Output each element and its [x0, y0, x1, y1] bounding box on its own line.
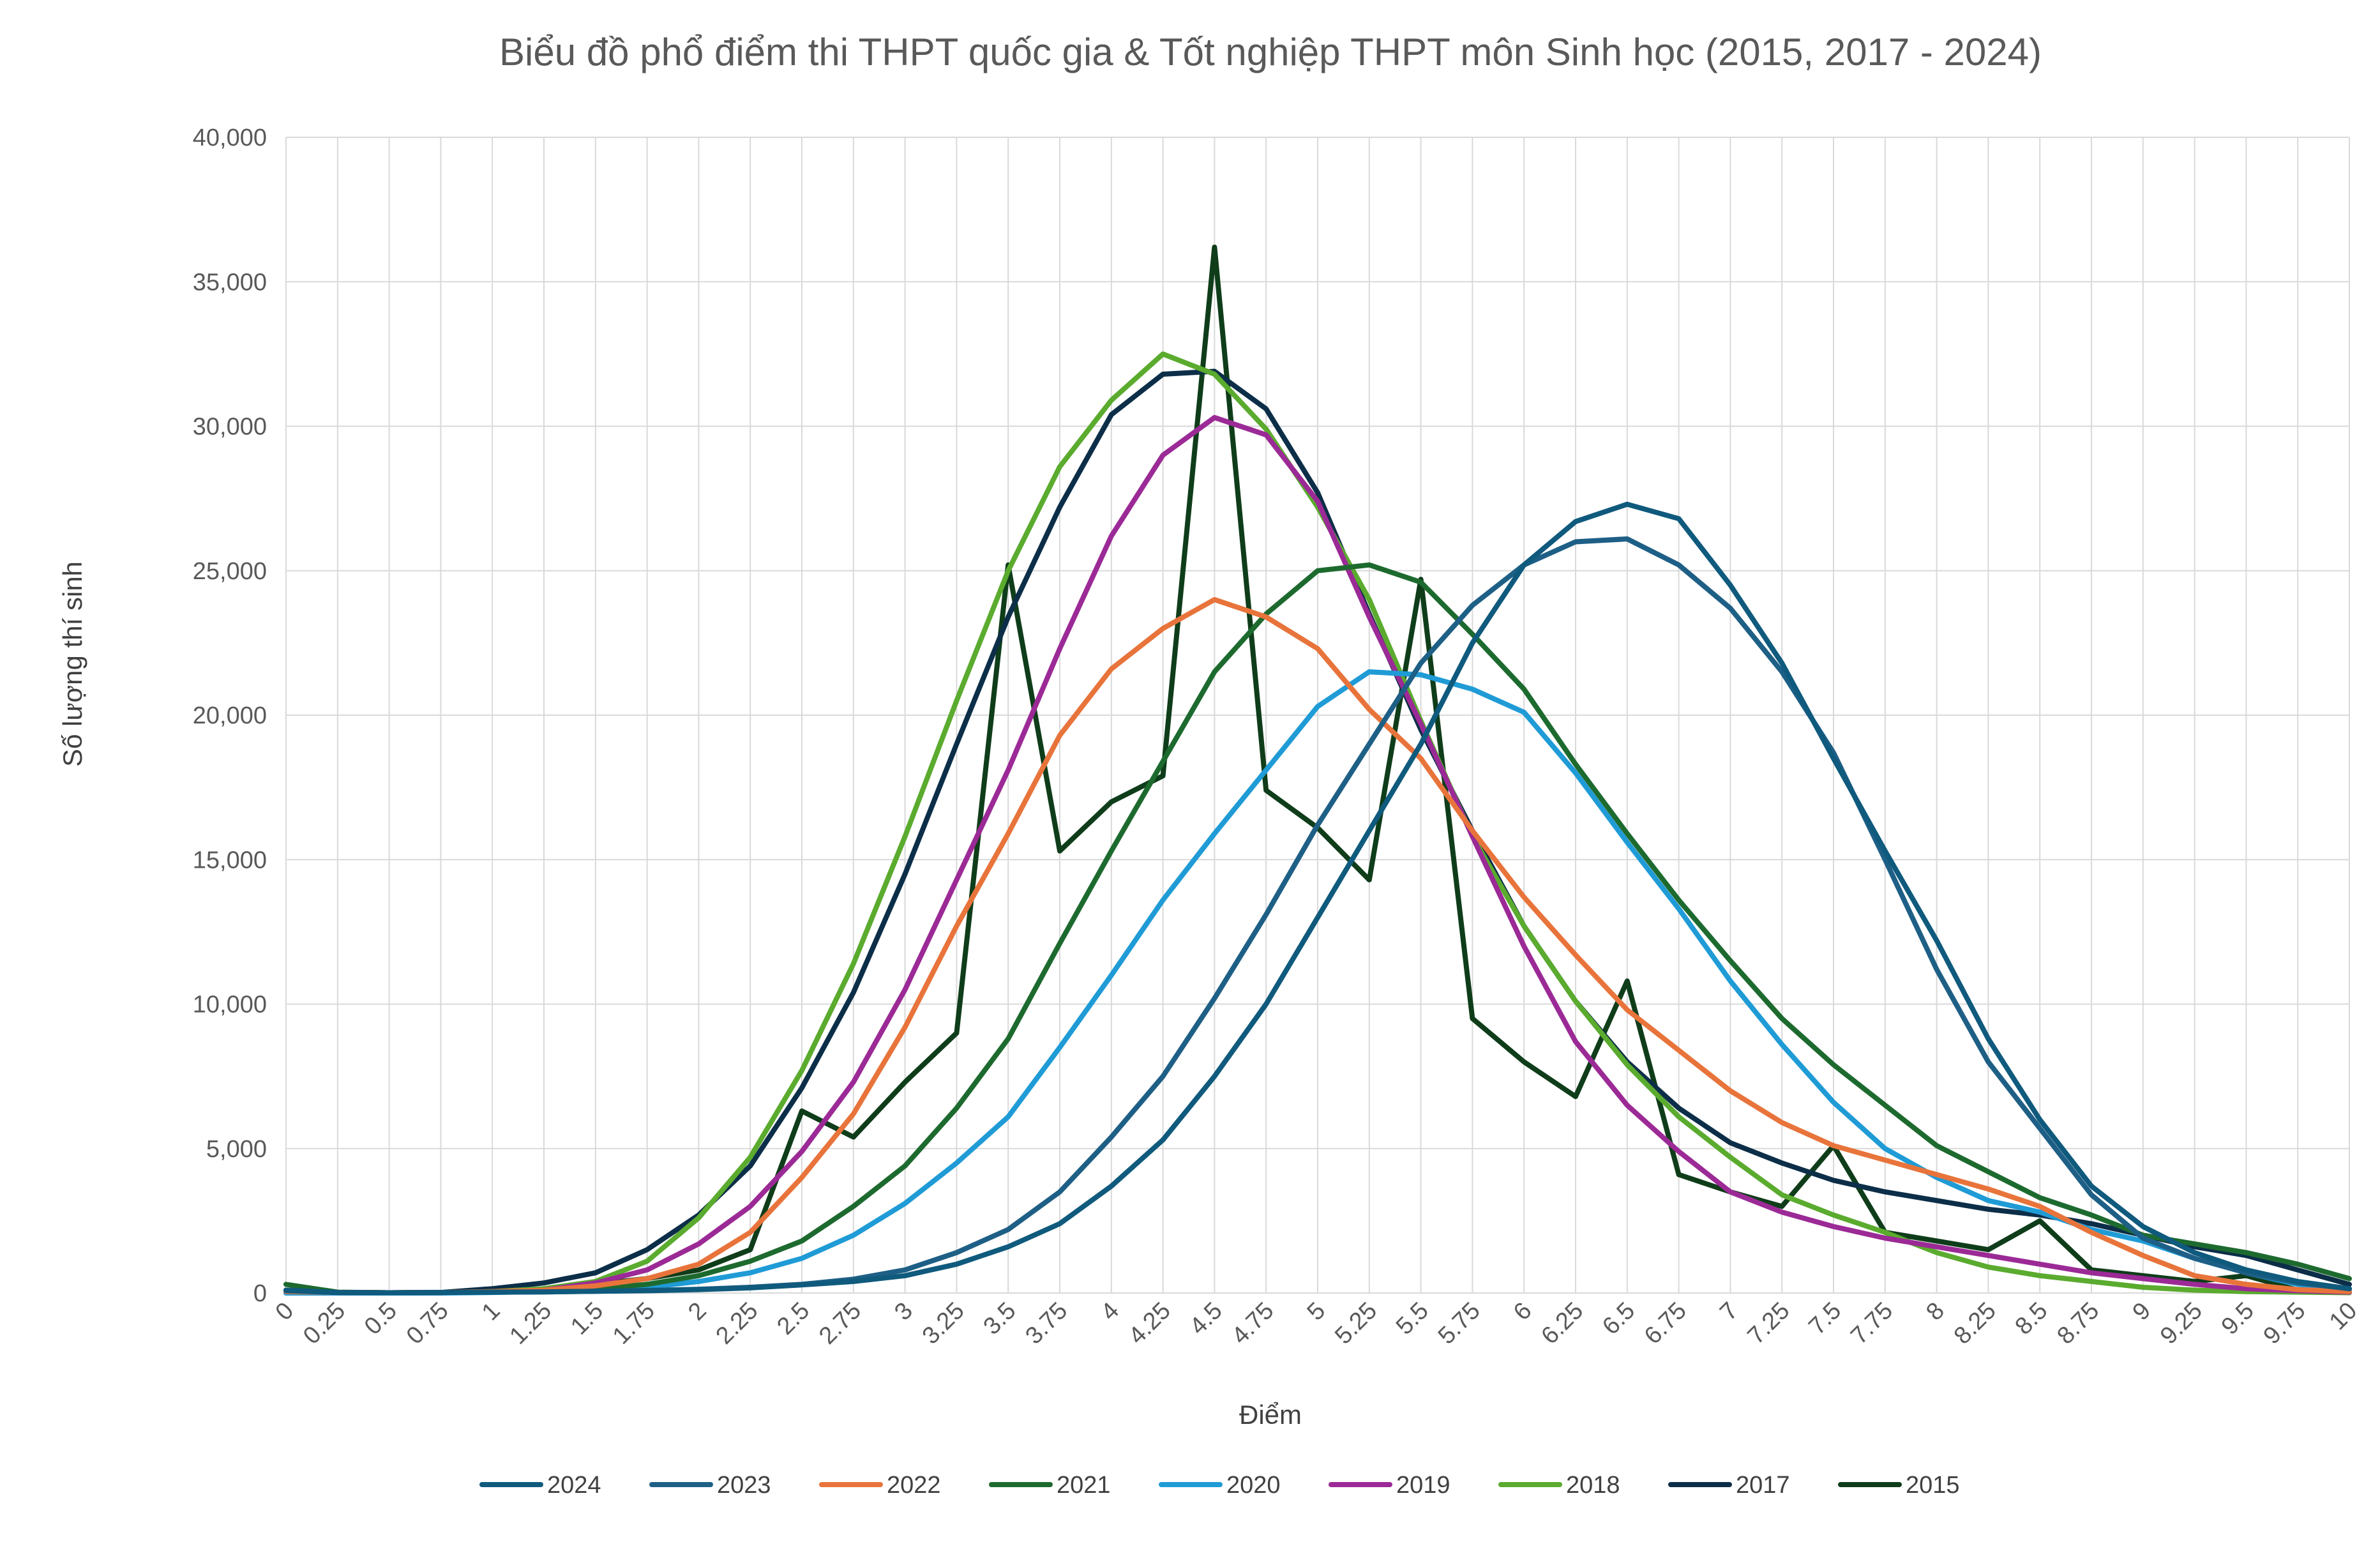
series-line-2021 [283, 562, 2352, 1296]
x-tick-label: 6.75 [1639, 1298, 1692, 1350]
x-tick-label: 7.25 [1743, 1298, 1795, 1350]
x-tick-label: 2.75 [814, 1298, 866, 1350]
y-tick-label: 35,000 [193, 269, 267, 296]
legend-label-2018: 2018 [1566, 1472, 1620, 1499]
x-tick-label: 0.75 [402, 1298, 454, 1350]
y-tick-label: 40,000 [193, 125, 267, 151]
y-tick-label: 0 [253, 1280, 267, 1307]
x-axis-label: Điểm [1239, 1400, 1302, 1430]
x-tick-label: 5 [1302, 1298, 1331, 1326]
y-tick-label: 20,000 [193, 702, 267, 729]
legend-label-2022: 2022 [887, 1472, 941, 1499]
x-tick-label: 9.25 [2155, 1298, 2208, 1350]
x-tick-label: 9 [2128, 1298, 2157, 1326]
series-line-2019 [283, 414, 2352, 1296]
x-tick-label: 8.75 [2052, 1298, 2104, 1350]
x-tick-label: 7.5 [1804, 1298, 1846, 1340]
x-tick-label: 3.5 [979, 1298, 1021, 1340]
x-tick-label: 2 [683, 1298, 712, 1326]
x-tick-label: 0 [271, 1298, 299, 1326]
chart-title: Biểu đồ phổ điểm thi THPT quốc gia & Tốt… [499, 31, 2042, 73]
x-tick-label: 1 [477, 1298, 506, 1326]
y-tick-label: 10,000 [193, 992, 267, 1018]
x-tick-label: 3 [889, 1298, 918, 1326]
x-tick-label: 5.5 [1391, 1298, 1434, 1340]
legend-label-2021: 2021 [1057, 1472, 1111, 1499]
x-tick-label: 7.75 [1846, 1298, 1898, 1350]
x-tick-label: 1.25 [504, 1298, 557, 1350]
x-tick-label: 8 [1921, 1298, 1950, 1326]
x-tick-label: 1.5 [566, 1298, 608, 1340]
x-tick-label: 0.5 [359, 1298, 402, 1340]
legend-label-2020: 2020 [1226, 1472, 1281, 1499]
legend: 2024 2023 2022 2021 2020 2019 2018 2017 2015 [479, 1472, 1960, 1499]
x-tick-label: 8.25 [1949, 1298, 2001, 1350]
x-tick-label: 10 [2324, 1298, 2363, 1336]
y-tick-label: 15,000 [193, 847, 267, 874]
x-tick-label: 9.5 [2217, 1298, 2259, 1340]
x-axis-ticks: 00.25 0.50.75 11.25 1.51.75 22.25 2.52.75 33.2… [271, 1298, 2363, 1350]
y-axis-ticks: 0 5,000 10,000 15,000 20,000 25,000 30,000 35,0… [193, 125, 267, 1307]
legend-label-2019: 2019 [1396, 1472, 1450, 1499]
legend-label-2017: 2017 [1736, 1472, 1790, 1499]
x-tick-label: 6.5 [1597, 1298, 1640, 1340]
series-line-2024 [283, 501, 2352, 1296]
y-tick-label: 30,000 [193, 414, 267, 441]
x-tick-label: 4.25 [1124, 1298, 1176, 1350]
x-tick-label: 4 [1096, 1298, 1125, 1326]
series-line-2022 [283, 597, 2352, 1296]
legend-label-2015: 2015 [1906, 1472, 1960, 1499]
x-tick-label: 4.75 [1227, 1298, 1279, 1350]
x-tick-label: 6 [1509, 1298, 1537, 1326]
x-tick-label: 3.75 [1020, 1298, 1073, 1350]
x-tick-label: 5.25 [1330, 1298, 1382, 1350]
y-axis-label: Số lượng thí sinh [57, 561, 87, 767]
x-tick-label: 9.75 [2259, 1298, 2311, 1350]
x-tick-label: 2.5 [772, 1298, 815, 1340]
x-tick-label: 8.5 [2010, 1298, 2053, 1340]
x-tick-label: 4.5 [1185, 1298, 1228, 1340]
x-tick-label: 0.25 [298, 1298, 350, 1350]
y-tick-label: 25,000 [193, 558, 267, 585]
y-tick-label: 5,000 [206, 1136, 267, 1163]
x-tick-label: 1.75 [608, 1298, 660, 1350]
x-tick-label: 7 [1715, 1298, 1744, 1326]
series-line-2017 [283, 368, 2352, 1296]
series-lines [283, 245, 2352, 1296]
x-tick-label: 6.25 [1536, 1298, 1588, 1350]
legend-label-2023: 2023 [717, 1472, 771, 1499]
gridlines [285, 137, 2350, 1294]
legend-label-2024: 2024 [547, 1472, 601, 1499]
x-tick-label: 2.25 [711, 1298, 764, 1350]
x-tick-label: 3.25 [917, 1298, 970, 1350]
x-tick-label: 5.75 [1433, 1298, 1486, 1350]
